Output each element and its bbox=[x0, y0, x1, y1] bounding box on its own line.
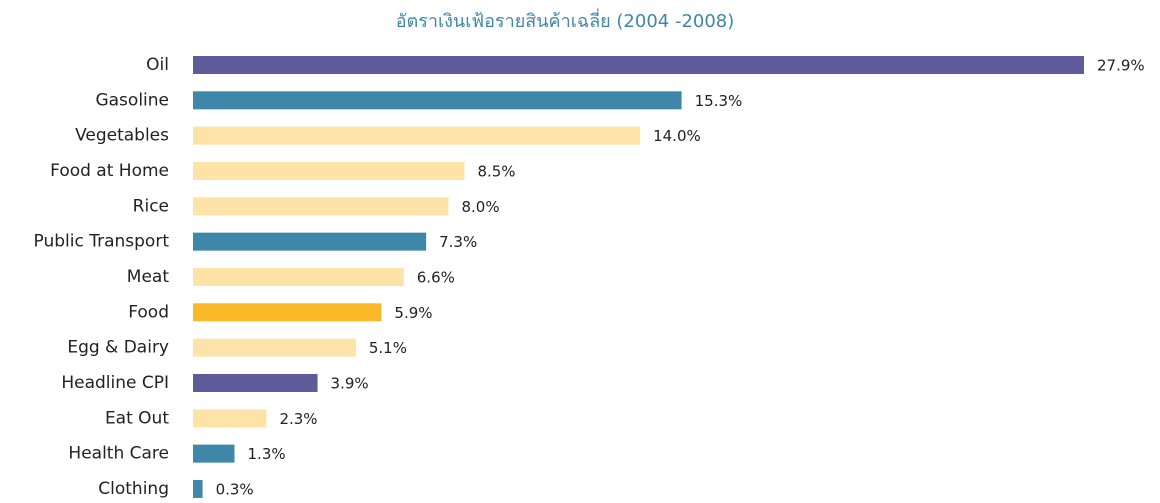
y-tick-label: Vegetables bbox=[75, 126, 169, 146]
y-tick-label: Food bbox=[128, 302, 169, 322]
value-label: 14.0% bbox=[653, 127, 701, 145]
bar bbox=[193, 444, 235, 463]
y-tick-label: Health Care bbox=[68, 444, 169, 464]
y-tick-label: Rice bbox=[133, 196, 169, 216]
y-tick-label: Public Transport bbox=[34, 232, 170, 252]
bar bbox=[193, 56, 1084, 74]
value-label: 5.1% bbox=[369, 339, 407, 357]
value-label: 2.3% bbox=[279, 410, 317, 428]
value-label: 5.9% bbox=[394, 304, 432, 322]
value-label: 6.6% bbox=[417, 268, 455, 286]
value-label: 3.9% bbox=[331, 374, 369, 392]
y-tick-label: Gasoline bbox=[95, 90, 169, 110]
value-label: 15.3% bbox=[695, 92, 743, 110]
y-tick-label: Food at Home bbox=[50, 161, 169, 181]
bar bbox=[193, 303, 382, 322]
y-tick-label: Eat Out bbox=[105, 408, 169, 428]
bar bbox=[193, 409, 267, 428]
chart-title: อัตราเงินเฟ้อรายสินค้าเฉลี่ย (2004 -2008… bbox=[396, 8, 735, 32]
y-tick-label: Oil bbox=[146, 55, 169, 75]
value-label: 7.3% bbox=[439, 233, 477, 251]
value-label: 8.0% bbox=[461, 198, 499, 216]
bar bbox=[193, 161, 465, 180]
value-label: 27.9% bbox=[1097, 57, 1145, 75]
y-tick-label: Clothing bbox=[98, 479, 169, 499]
bar bbox=[193, 267, 404, 286]
value-label: 0.3% bbox=[216, 480, 254, 498]
bar bbox=[193, 338, 356, 357]
bar bbox=[193, 197, 449, 216]
y-tick-label: Headline CPI bbox=[61, 373, 169, 393]
bar bbox=[193, 91, 682, 110]
bar bbox=[193, 479, 203, 498]
bar bbox=[193, 373, 318, 392]
value-label: 1.3% bbox=[248, 445, 286, 463]
bar bbox=[193, 126, 641, 145]
y-tick-label: Egg & Dairy bbox=[67, 338, 169, 358]
value-label: 8.5% bbox=[477, 162, 515, 180]
y-tick-label: Meat bbox=[127, 267, 170, 287]
bar bbox=[193, 232, 427, 251]
